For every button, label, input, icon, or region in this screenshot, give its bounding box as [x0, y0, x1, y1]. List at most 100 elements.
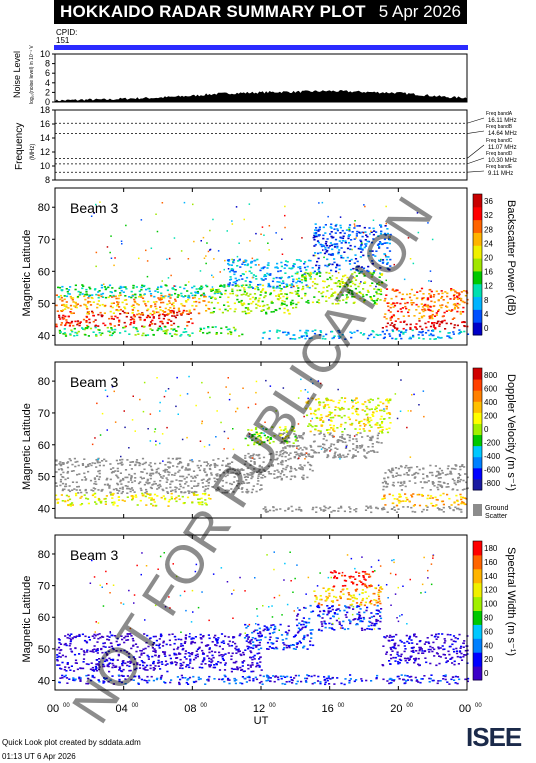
scatter-cell [353, 455, 356, 457]
scatter-cell [138, 667, 142, 669]
scatter-cell [59, 331, 62, 333]
scatter-cell [359, 608, 362, 610]
scatter-cell [278, 277, 281, 279]
scatter-cell [141, 494, 144, 497]
speckle [263, 432, 265, 434]
scatter-cell [95, 466, 98, 468]
scatter-cell [195, 300, 198, 303]
scatter-cell [55, 471, 58, 473]
scatter-cell [116, 505, 119, 507]
scatter-cell [106, 484, 109, 486]
scatter-cell [97, 296, 100, 299]
scatter-cell [247, 444, 250, 447]
scatter-cell [370, 333, 373, 336]
scatter-cell [142, 667, 145, 670]
scatter-cell [158, 638, 161, 640]
scatter-cell [346, 611, 349, 614]
scatter-cell [310, 611, 313, 613]
scatter-cell [239, 472, 242, 474]
scatter-cell [210, 290, 213, 292]
scatter-cell [251, 287, 255, 289]
scatter-cell [88, 639, 91, 641]
speckle [223, 448, 225, 450]
colorbar-tick-label: 200 [484, 411, 498, 420]
scatter-cell [250, 260, 253, 263]
scatter-cell [376, 507, 379, 510]
scatter-cell [257, 480, 260, 482]
scatter-cell [98, 464, 101, 467]
scatter-cell [227, 489, 230, 492]
scatter-cell [190, 292, 193, 294]
scatter-cell [211, 289, 215, 291]
speckle [243, 260, 245, 262]
speckle [106, 429, 108, 431]
scatter-cell [185, 481, 188, 483]
scatter-cell [313, 278, 317, 280]
scatter-cell [164, 464, 167, 466]
scatter-cell [305, 335, 309, 337]
scatter-cell [235, 294, 238, 297]
scatter-cell [268, 337, 271, 340]
scatter-cell [56, 310, 59, 312]
scatter-cell [335, 266, 338, 269]
scatter-cell [142, 648, 145, 651]
scatter-cell [315, 511, 318, 513]
speckle [411, 394, 413, 396]
scatter-cell [338, 264, 341, 267]
scatter-cell [317, 407, 320, 410]
scatter-cell [306, 285, 309, 288]
scatter-cell [146, 334, 150, 336]
scatter-cell [362, 575, 365, 577]
scatter-cell [359, 620, 362, 623]
scatter-cell [356, 230, 359, 233]
speckle [245, 270, 247, 273]
scatter-cell [124, 307, 127, 310]
scatter-cell [205, 474, 208, 477]
scatter-cell [275, 295, 278, 297]
scatter-cell [268, 632, 271, 635]
scatter-cell [89, 294, 92, 297]
scatter-cell [395, 337, 398, 340]
scatter-cell [61, 289, 64, 291]
scatter-cell [311, 629, 314, 631]
scatter-cell [272, 624, 275, 626]
scatter-cell [103, 312, 106, 314]
scatter-cell [456, 292, 459, 294]
scatter-cell [96, 460, 99, 462]
speckle [367, 417, 369, 420]
scatter-cell [314, 234, 317, 236]
scatter-cell [62, 314, 65, 317]
scatter-cell [344, 240, 347, 242]
scatter-cell [357, 285, 360, 288]
scatter-cell [61, 462, 64, 464]
scatter-cell [399, 302, 402, 305]
scatter-cell [336, 293, 339, 296]
scatter-cell [304, 407, 308, 410]
scatter-cell [305, 301, 308, 303]
scatter-cell [385, 317, 388, 320]
scatter-cell [181, 644, 184, 647]
scatter-cell [265, 312, 268, 315]
scatter-band [381, 492, 468, 507]
scatter-cell [373, 336, 376, 339]
scatter-cell [270, 642, 273, 644]
scatter-cell [218, 651, 221, 654]
freq-ytick-label: 16 [40, 119, 50, 129]
scatter-cell [348, 434, 351, 437]
speckle [201, 286, 204, 289]
scatter-cell [61, 300, 64, 302]
scatter-cell [252, 300, 255, 303]
scatter-cell [184, 636, 187, 639]
scatter-cell [65, 319, 68, 321]
scatter-cell [182, 647, 185, 650]
freq-band-connector [466, 170, 485, 173]
scatter-cell [314, 595, 317, 597]
scatter-cell [330, 411, 334, 414]
scatter-cell [381, 327, 384, 329]
scatter-cell [139, 487, 142, 490]
scatter-cell [368, 401, 371, 404]
scatter-cell [279, 442, 282, 444]
scatter-cell [64, 485, 67, 488]
speckle [384, 254, 387, 257]
